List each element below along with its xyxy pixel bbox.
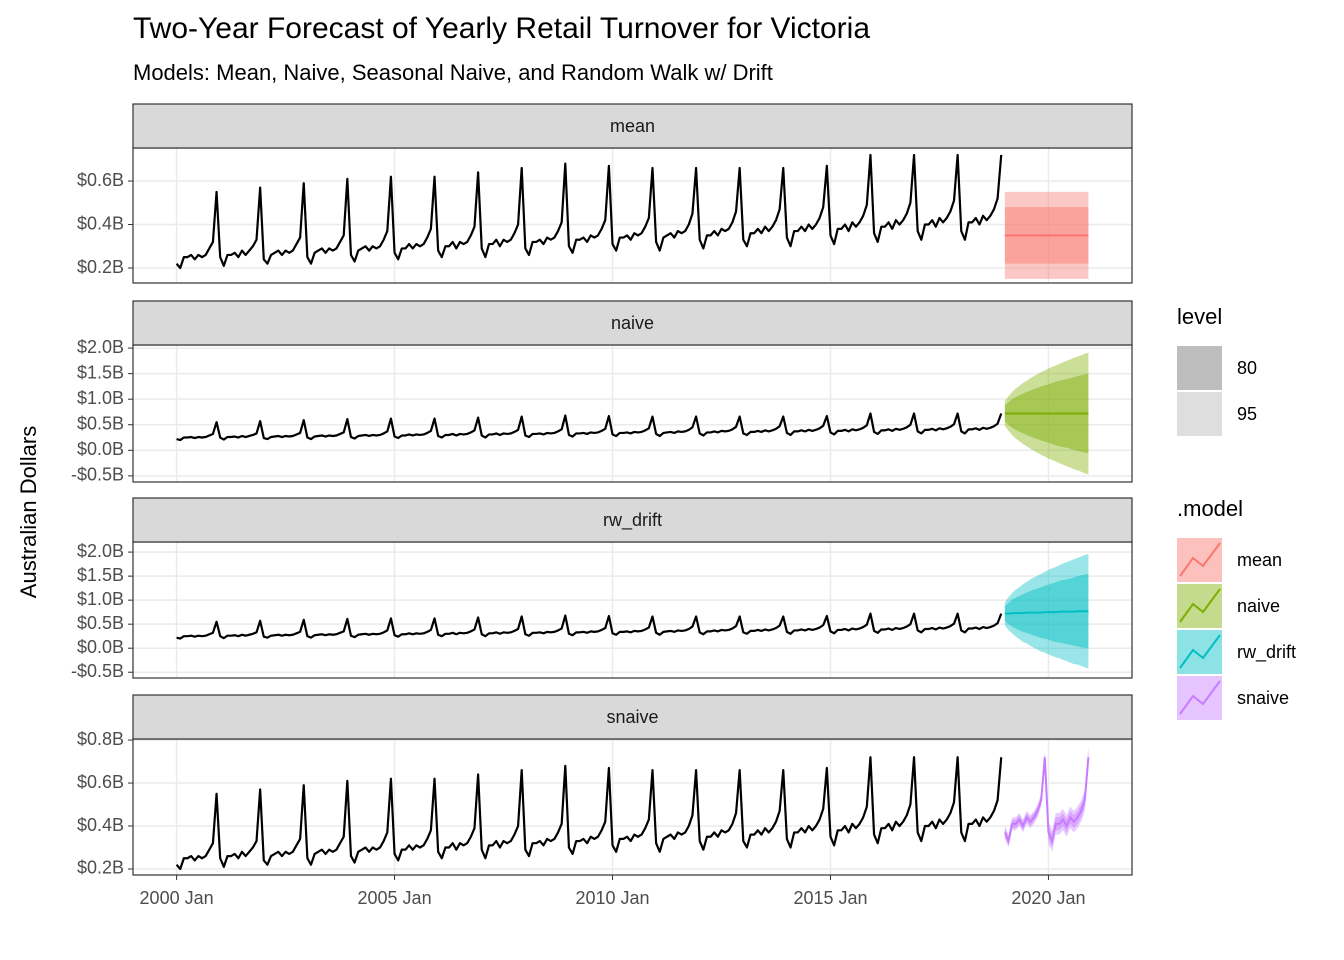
strip xyxy=(132,103,1133,149)
legend-key xyxy=(1177,630,1222,674)
y-tick-label: $0.6B xyxy=(77,170,124,190)
legend-key xyxy=(1177,346,1222,390)
y-tick-label: $0.5B xyxy=(77,613,124,633)
y-tick-label: $2.0B xyxy=(77,541,124,561)
y-tick-label: -$0.5B xyxy=(71,465,124,485)
y-tick-label: $1.0B xyxy=(77,388,124,408)
legend-label: 80 xyxy=(1237,358,1257,378)
history-line xyxy=(176,412,1003,442)
legend-key xyxy=(1177,676,1222,720)
x-tick-label: 2020 Jan xyxy=(1011,888,1085,908)
strip-label: mean xyxy=(610,116,655,136)
y-tick-label: $0.6B xyxy=(77,772,124,792)
y-tick-label: $0.5B xyxy=(77,413,124,433)
x-tick-label: 2005 Jan xyxy=(358,888,432,908)
panel xyxy=(133,148,1132,283)
legend-key xyxy=(1177,392,1222,436)
history-line xyxy=(176,612,1003,640)
strip-label: naive xyxy=(611,313,654,333)
legend-key-line xyxy=(1179,588,1221,623)
y-tick-label: $2.0B xyxy=(77,337,124,357)
y-tick-label: $0.4B xyxy=(77,213,124,233)
y-tick-label: $1.5B xyxy=(77,565,124,585)
y-axis-label: Australian Dollars xyxy=(16,426,41,598)
strip xyxy=(132,694,1133,740)
legend-key-line xyxy=(1179,680,1221,715)
x-tick-label: 2015 Jan xyxy=(793,888,867,908)
strip xyxy=(132,497,1133,543)
panel xyxy=(133,739,1132,875)
y-tick-label: $0.0B xyxy=(77,637,124,657)
y-tick-label: $0.0B xyxy=(77,439,124,459)
strip xyxy=(132,300,1133,346)
legend-label: snaive xyxy=(1237,688,1289,708)
y-tick-label: $0.4B xyxy=(77,815,124,835)
forecast-line xyxy=(1003,757,1090,845)
legend-label: 95 xyxy=(1237,404,1257,424)
forecast-line xyxy=(1004,610,1089,615)
y-tick-label: $0.8B xyxy=(77,729,124,749)
y-tick-label: $0.2B xyxy=(77,858,124,878)
legend-label: rw_drift xyxy=(1237,642,1296,663)
y-tick-label: -$0.5B xyxy=(71,661,124,681)
legend-title: .model xyxy=(1177,496,1243,521)
history-line xyxy=(175,756,1003,871)
legend-key-line xyxy=(1179,634,1221,669)
chart-title: Two-Year Forecast of Yearly Retail Turno… xyxy=(133,12,870,45)
y-tick-label: $1.5B xyxy=(77,362,124,382)
legend-label: naive xyxy=(1237,596,1280,616)
y-tick-label: $1.0B xyxy=(77,589,124,609)
x-tick-label: 2010 Jan xyxy=(575,888,649,908)
panel xyxy=(133,345,1132,482)
legend-key xyxy=(1177,538,1222,582)
x-tick-label: 2000 Jan xyxy=(140,888,214,908)
chart-subtitle: Models: Mean, Naive, Seasonal Naive, and… xyxy=(133,60,773,85)
legend-key xyxy=(1177,584,1222,628)
strip-label: snaive xyxy=(606,707,658,727)
strip-label: rw_drift xyxy=(603,510,662,531)
history-line xyxy=(175,153,1003,270)
y-tick-label: $0.2B xyxy=(77,257,124,277)
legend-key-line xyxy=(1179,542,1221,577)
panel xyxy=(133,542,1132,678)
legend-title: level xyxy=(1177,304,1222,329)
legend-label: mean xyxy=(1237,550,1282,570)
